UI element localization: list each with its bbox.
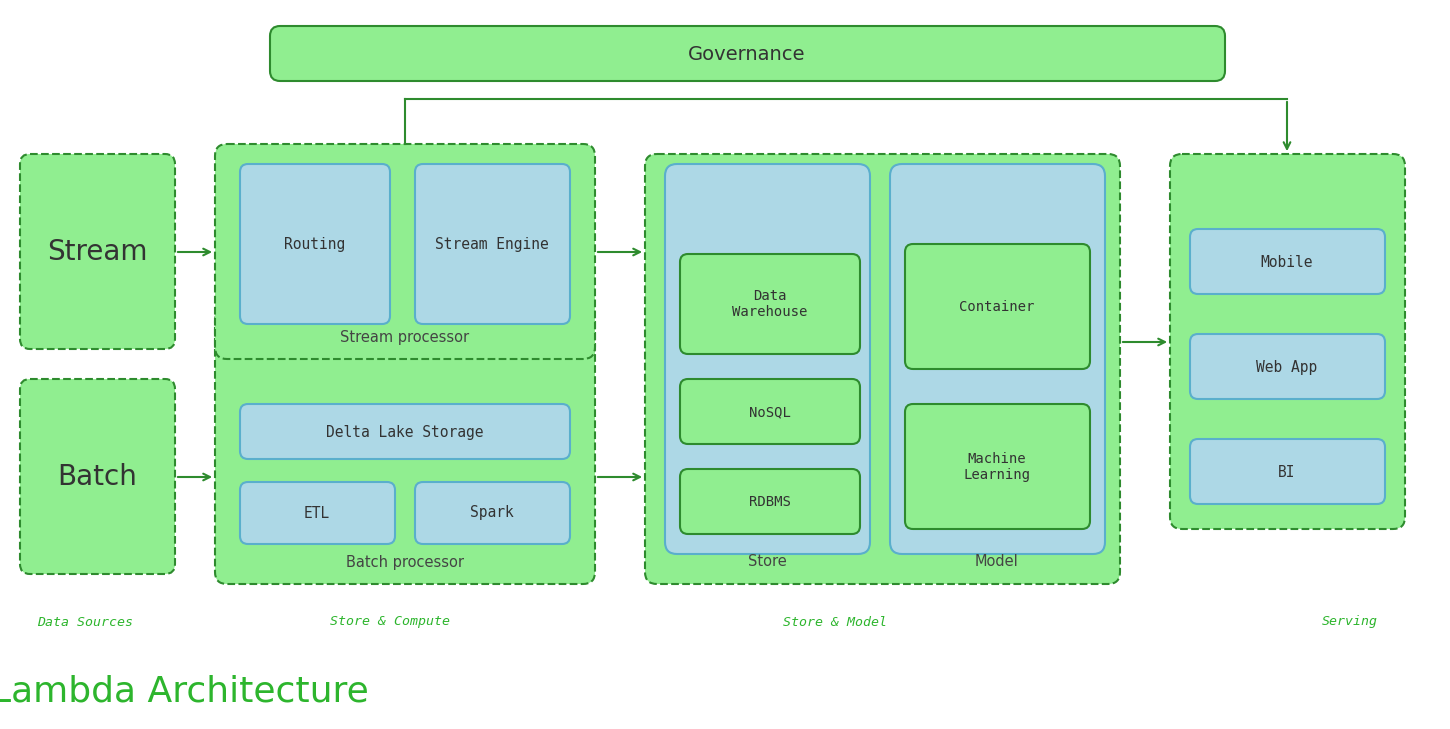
Text: Stream processor: Stream processor [341,330,470,345]
Text: Mobile: Mobile [1260,254,1314,270]
Text: Batch processor: Batch processor [347,555,464,569]
FancyBboxPatch shape [680,254,860,354]
FancyBboxPatch shape [1190,334,1385,399]
FancyBboxPatch shape [20,154,175,349]
Text: Store & Model: Store & Model [783,615,887,628]
Text: NoSQL: NoSQL [750,405,790,419]
FancyBboxPatch shape [241,164,390,324]
Text: Stream: Stream [46,238,148,266]
FancyBboxPatch shape [415,482,570,544]
FancyBboxPatch shape [215,309,594,584]
Text: Governance: Governance [689,44,806,63]
Text: Lambda Architecture: Lambda Architecture [0,674,368,708]
Text: Data Sources: Data Sources [38,615,133,628]
FancyBboxPatch shape [645,154,1119,584]
FancyBboxPatch shape [890,164,1105,554]
Text: Container: Container [960,300,1035,314]
Text: BI: BI [1279,464,1296,480]
FancyBboxPatch shape [241,482,394,544]
FancyBboxPatch shape [215,144,594,359]
Text: Web App: Web App [1256,359,1318,375]
Text: Delta Lake Storage: Delta Lake Storage [326,424,484,440]
FancyBboxPatch shape [1170,154,1405,529]
FancyBboxPatch shape [666,164,870,554]
Text: Store & Compute: Store & Compute [331,615,450,628]
FancyBboxPatch shape [20,379,175,574]
FancyBboxPatch shape [415,164,570,324]
FancyBboxPatch shape [270,26,1225,81]
Text: Spark: Spark [470,505,513,521]
Text: Batch: Batch [57,463,136,491]
Text: ETL: ETL [304,505,331,521]
FancyBboxPatch shape [241,404,570,459]
FancyBboxPatch shape [905,404,1090,529]
Text: Serving: Serving [1322,615,1378,628]
Text: Stream Engine: Stream Engine [435,236,550,252]
FancyBboxPatch shape [905,244,1090,369]
Text: Routing: Routing [284,236,345,252]
Text: Data
Warehouse: Data Warehouse [732,289,808,319]
FancyBboxPatch shape [1190,229,1385,294]
FancyBboxPatch shape [680,379,860,444]
FancyBboxPatch shape [680,469,860,534]
Text: RDBMS: RDBMS [750,495,790,509]
Text: Store: Store [748,555,786,569]
Text: Model: Model [974,555,1019,569]
Text: Machine
Learning: Machine Learning [963,452,1031,482]
FancyBboxPatch shape [1190,439,1385,504]
